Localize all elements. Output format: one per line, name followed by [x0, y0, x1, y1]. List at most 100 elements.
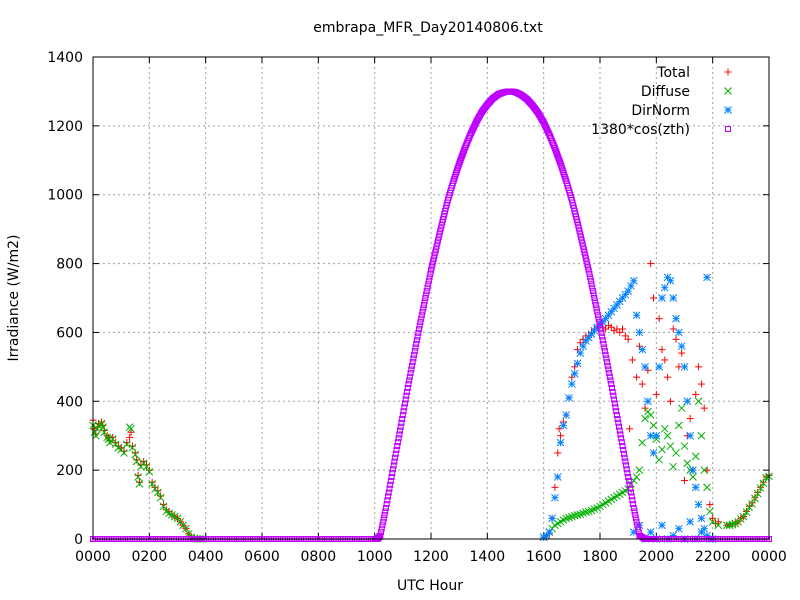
series-star	[539, 273, 717, 543]
data-point	[592, 298, 599, 305]
data-point	[658, 445, 666, 454]
data-point	[630, 501, 637, 508]
legend-label: DirNorm	[631, 103, 690, 119]
data-point	[650, 294, 658, 302]
data-point	[646, 431, 655, 440]
data-point	[404, 384, 411, 391]
data-point	[635, 328, 644, 337]
data-point	[397, 423, 404, 430]
data-point	[604, 362, 611, 369]
data-point	[457, 156, 464, 163]
data-point	[145, 468, 154, 476]
data-point	[703, 273, 711, 282]
data-point	[691, 483, 700, 492]
data-point	[386, 485, 393, 492]
data-point	[554, 151, 561, 158]
data-point	[122, 440, 131, 449]
data-point	[646, 411, 655, 419]
data-point	[620, 450, 627, 457]
data-point	[601, 348, 608, 355]
data-point	[559, 421, 568, 430]
data-point	[599, 333, 606, 340]
data-point	[392, 450, 399, 457]
data-point	[422, 295, 429, 301]
data-point	[556, 158, 563, 165]
data-point	[619, 443, 626, 450]
data-point	[584, 261, 591, 268]
data-point	[680, 442, 689, 450]
data-point	[394, 443, 401, 450]
data-point	[624, 335, 632, 343]
data-point	[658, 294, 666, 302]
data-point	[689, 466, 697, 474]
data-point	[420, 301, 427, 308]
data-point	[577, 231, 584, 238]
data-point	[387, 477, 394, 484]
data-point	[680, 363, 689, 371]
data-point	[392, 454, 399, 461]
data-point	[598, 329, 605, 336]
data-point	[427, 270, 434, 277]
data-point	[652, 390, 660, 398]
data-series	[89, 88, 773, 543]
data-point	[553, 149, 560, 156]
data-point	[692, 390, 700, 398]
data-point	[433, 243, 440, 250]
data-point	[686, 517, 694, 526]
data-point	[432, 249, 439, 256]
data-point	[574, 219, 581, 226]
data-point	[739, 512, 748, 521]
data-point	[557, 432, 565, 440]
data-point	[709, 514, 717, 522]
data-point	[646, 528, 655, 536]
data-point	[655, 315, 663, 323]
chart-title: embrapa_MFR_Day20140806.txt	[313, 20, 543, 36]
data-point	[411, 351, 418, 358]
data-point	[126, 433, 134, 441]
data-point	[554, 152, 561, 159]
data-point	[428, 264, 435, 271]
data-point	[632, 511, 639, 518]
data-point	[576, 228, 583, 235]
legend-label: Total	[656, 65, 690, 81]
y-tick-label: 400	[56, 394, 83, 410]
data-point	[551, 145, 558, 152]
data-point	[553, 473, 562, 481]
data-point	[134, 473, 142, 481]
y-tick-label: 800	[56, 257, 83, 273]
data-point	[590, 291, 597, 298]
data-point	[589, 284, 596, 291]
data-point	[655, 455, 664, 464]
y-tick-label: 0	[74, 532, 83, 548]
data-point	[753, 489, 762, 498]
data-point	[414, 333, 421, 340]
data-point	[128, 443, 137, 452]
data-point	[398, 419, 405, 426]
data-point	[456, 160, 463, 167]
data-point	[647, 260, 655, 268]
legend-label: 1380*cos(zth)	[591, 122, 690, 138]
data-point	[412, 344, 419, 351]
data-point	[626, 481, 633, 488]
data-point	[641, 363, 649, 371]
data-point	[748, 500, 756, 508]
data-point	[623, 462, 630, 469]
data-point	[597, 326, 604, 333]
data-point	[434, 240, 441, 247]
data-point	[423, 288, 430, 295]
data-point	[562, 514, 571, 523]
data-point	[393, 446, 400, 453]
data-point	[588, 281, 595, 288]
data-point	[635, 466, 644, 474]
data-point	[402, 396, 409, 403]
legend-marker	[725, 126, 731, 132]
data-point	[607, 377, 614, 384]
data-point	[616, 427, 623, 434]
data-point	[582, 255, 589, 262]
data-point	[613, 412, 620, 419]
data-point	[615, 419, 622, 426]
data-point	[714, 521, 723, 530]
data-point	[399, 415, 406, 422]
data-point	[413, 340, 420, 347]
data-point	[608, 384, 615, 391]
